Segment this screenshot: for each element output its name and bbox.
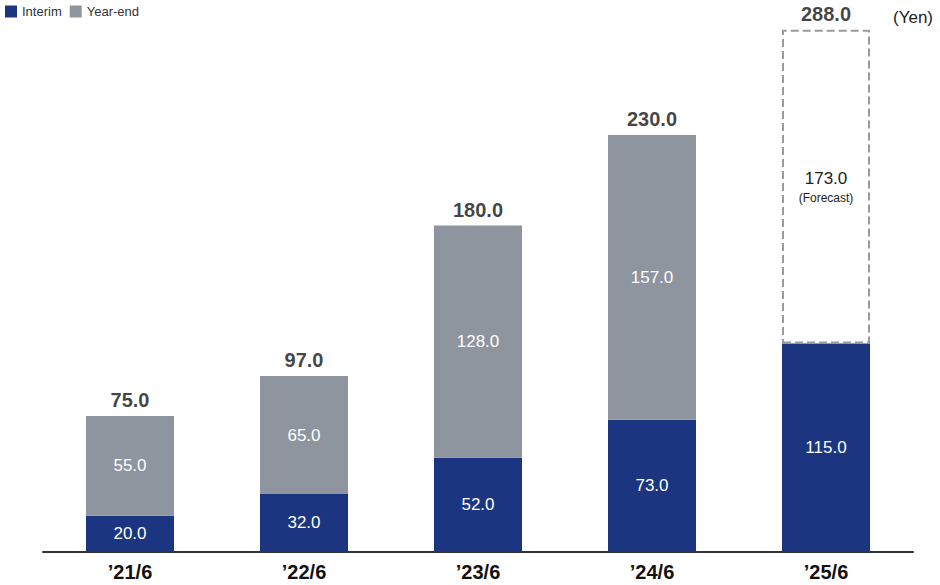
- svg-text:Interim: Interim: [22, 4, 62, 19]
- svg-text:’22/6: ’22/6: [282, 561, 326, 583]
- svg-text:(Forecast): (Forecast): [799, 191, 854, 205]
- svg-text:65.0: 65.0: [287, 426, 320, 445]
- svg-text:73.0: 73.0: [635, 476, 668, 495]
- svg-text:’23/6: ’23/6: [456, 561, 500, 583]
- svg-text:’24/6: ’24/6: [630, 561, 674, 583]
- svg-text:157.0: 157.0: [631, 268, 674, 287]
- svg-text:20.0: 20.0: [113, 524, 146, 543]
- svg-text:75.0: 75.0: [111, 389, 150, 411]
- svg-text:115.0: 115.0: [805, 438, 846, 457]
- svg-text:180.0: 180.0: [453, 199, 503, 221]
- svg-text:55.0: 55.0: [113, 456, 146, 475]
- svg-text:32.0: 32.0: [287, 513, 320, 532]
- svg-text:’25/6: ’25/6: [804, 561, 848, 583]
- svg-text:173.0: 173.0: [805, 169, 848, 188]
- svg-text:Year-end: Year-end: [87, 4, 139, 19]
- svg-text:52.0: 52.0: [461, 495, 494, 514]
- svg-text:(Yen): (Yen): [893, 8, 933, 27]
- svg-text:288.0: 288.0: [801, 3, 851, 25]
- svg-text:97.0: 97.0: [285, 349, 324, 371]
- svg-text:230.0: 230.0: [627, 108, 677, 130]
- svg-text:’21/6: ’21/6: [108, 561, 152, 583]
- svg-text:128.0: 128.0: [457, 332, 500, 351]
